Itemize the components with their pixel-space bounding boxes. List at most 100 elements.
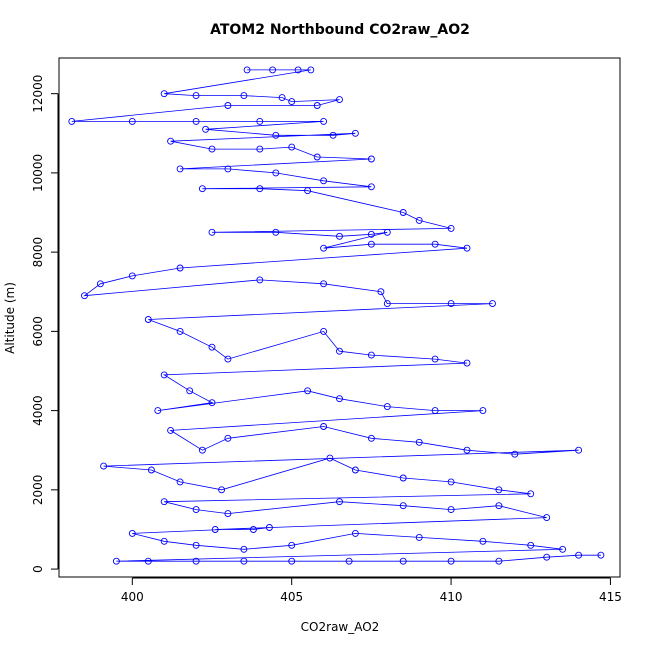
- data-point: [208, 145, 216, 153]
- data-point: [479, 407, 487, 415]
- data-point: [495, 486, 503, 494]
- data-point: [128, 529, 136, 537]
- data-point: [288, 557, 296, 565]
- data-point: [336, 96, 343, 104]
- data-point: [575, 446, 583, 454]
- y-axis-label: Altitude (m): [3, 282, 17, 354]
- data-point: [447, 478, 455, 486]
- data-point: [367, 183, 375, 191]
- data-point: [329, 131, 337, 139]
- data-point: [294, 66, 302, 74]
- x-axis: 400 405 410 415: [121, 577, 622, 604]
- data-point: [345, 557, 353, 565]
- data-point: [447, 557, 455, 565]
- y-tick-label: 10000: [31, 154, 45, 192]
- data-point: [336, 498, 343, 506]
- data-point: [186, 387, 194, 395]
- data-point: [313, 153, 321, 161]
- data-point: [597, 551, 605, 559]
- data-point: [399, 557, 407, 565]
- data-point: [320, 244, 328, 252]
- data-point: [224, 510, 232, 518]
- data-point: [367, 351, 375, 359]
- data-point: [208, 343, 216, 351]
- data-point: [176, 327, 184, 335]
- data-point: [224, 434, 232, 442]
- data-point: [399, 502, 407, 510]
- data-point: [543, 553, 551, 561]
- data-point: [383, 403, 391, 411]
- data-point: [479, 537, 487, 545]
- data-point: [415, 438, 423, 446]
- data-point: [351, 466, 359, 474]
- data-point: [269, 66, 277, 74]
- data-point: [176, 264, 184, 272]
- data-point: [559, 545, 567, 553]
- data-point: [256, 185, 264, 193]
- x-tick-label: 410: [440, 590, 463, 604]
- data-point: [256, 145, 264, 153]
- data-point: [527, 490, 535, 498]
- data-point: [351, 529, 359, 537]
- data-point: [495, 557, 503, 565]
- data-point: [167, 426, 175, 434]
- data-point: [192, 541, 200, 549]
- data-point: [447, 224, 455, 232]
- data-point: [367, 155, 375, 163]
- data-point: [128, 117, 136, 125]
- data-point: [272, 169, 280, 177]
- data-point: [415, 216, 423, 224]
- data-point: [224, 355, 232, 363]
- data-point: [320, 117, 328, 125]
- data-point: [320, 327, 328, 335]
- data-point: [377, 288, 385, 296]
- data-point: [288, 541, 296, 549]
- data-point: [399, 474, 407, 482]
- plot-frame: [58, 57, 621, 578]
- data-point: [463, 244, 471, 252]
- data-point: [431, 240, 439, 248]
- data-point: [96, 280, 104, 288]
- data-point: [367, 434, 375, 442]
- data-point: [128, 272, 136, 280]
- data-point: [495, 502, 503, 510]
- data-point: [256, 117, 264, 125]
- data-point: [160, 371, 168, 379]
- data-point: [192, 92, 200, 100]
- data-point: [144, 316, 152, 323]
- data-point: [415, 533, 423, 541]
- data-point: [202, 125, 210, 133]
- data-point: [320, 423, 328, 430]
- y-tick-label: 12000: [31, 75, 45, 113]
- data-point: [367, 230, 375, 238]
- data-point: [304, 187, 312, 195]
- data-point: [272, 228, 280, 236]
- data-point: [351, 129, 359, 137]
- data-point: [383, 228, 391, 236]
- data-point: [511, 450, 519, 458]
- data-point: [81, 292, 88, 300]
- y-tick-label: 0: [31, 565, 45, 573]
- data-point: [192, 117, 200, 125]
- y-tick-label: 2000: [31, 475, 45, 506]
- data-point: [320, 177, 328, 185]
- data-point: [307, 66, 315, 74]
- data-point: [336, 395, 343, 403]
- data-point: [144, 557, 152, 565]
- data-point: [112, 557, 120, 565]
- chart-title: ATOM2 Northbound CO2raw_AO2: [210, 22, 470, 38]
- data-point: [218, 486, 226, 494]
- data-point: [240, 557, 248, 565]
- data-point: [367, 240, 375, 248]
- data-point: [243, 66, 251, 74]
- data-point: [198, 185, 206, 193]
- y-tick-label: 8000: [31, 237, 45, 268]
- data-points-layer: [68, 66, 605, 565]
- data-point: [176, 478, 184, 486]
- data-point: [272, 131, 280, 139]
- data-point: [463, 359, 471, 367]
- data-point: [288, 98, 296, 106]
- data-point: [431, 407, 439, 415]
